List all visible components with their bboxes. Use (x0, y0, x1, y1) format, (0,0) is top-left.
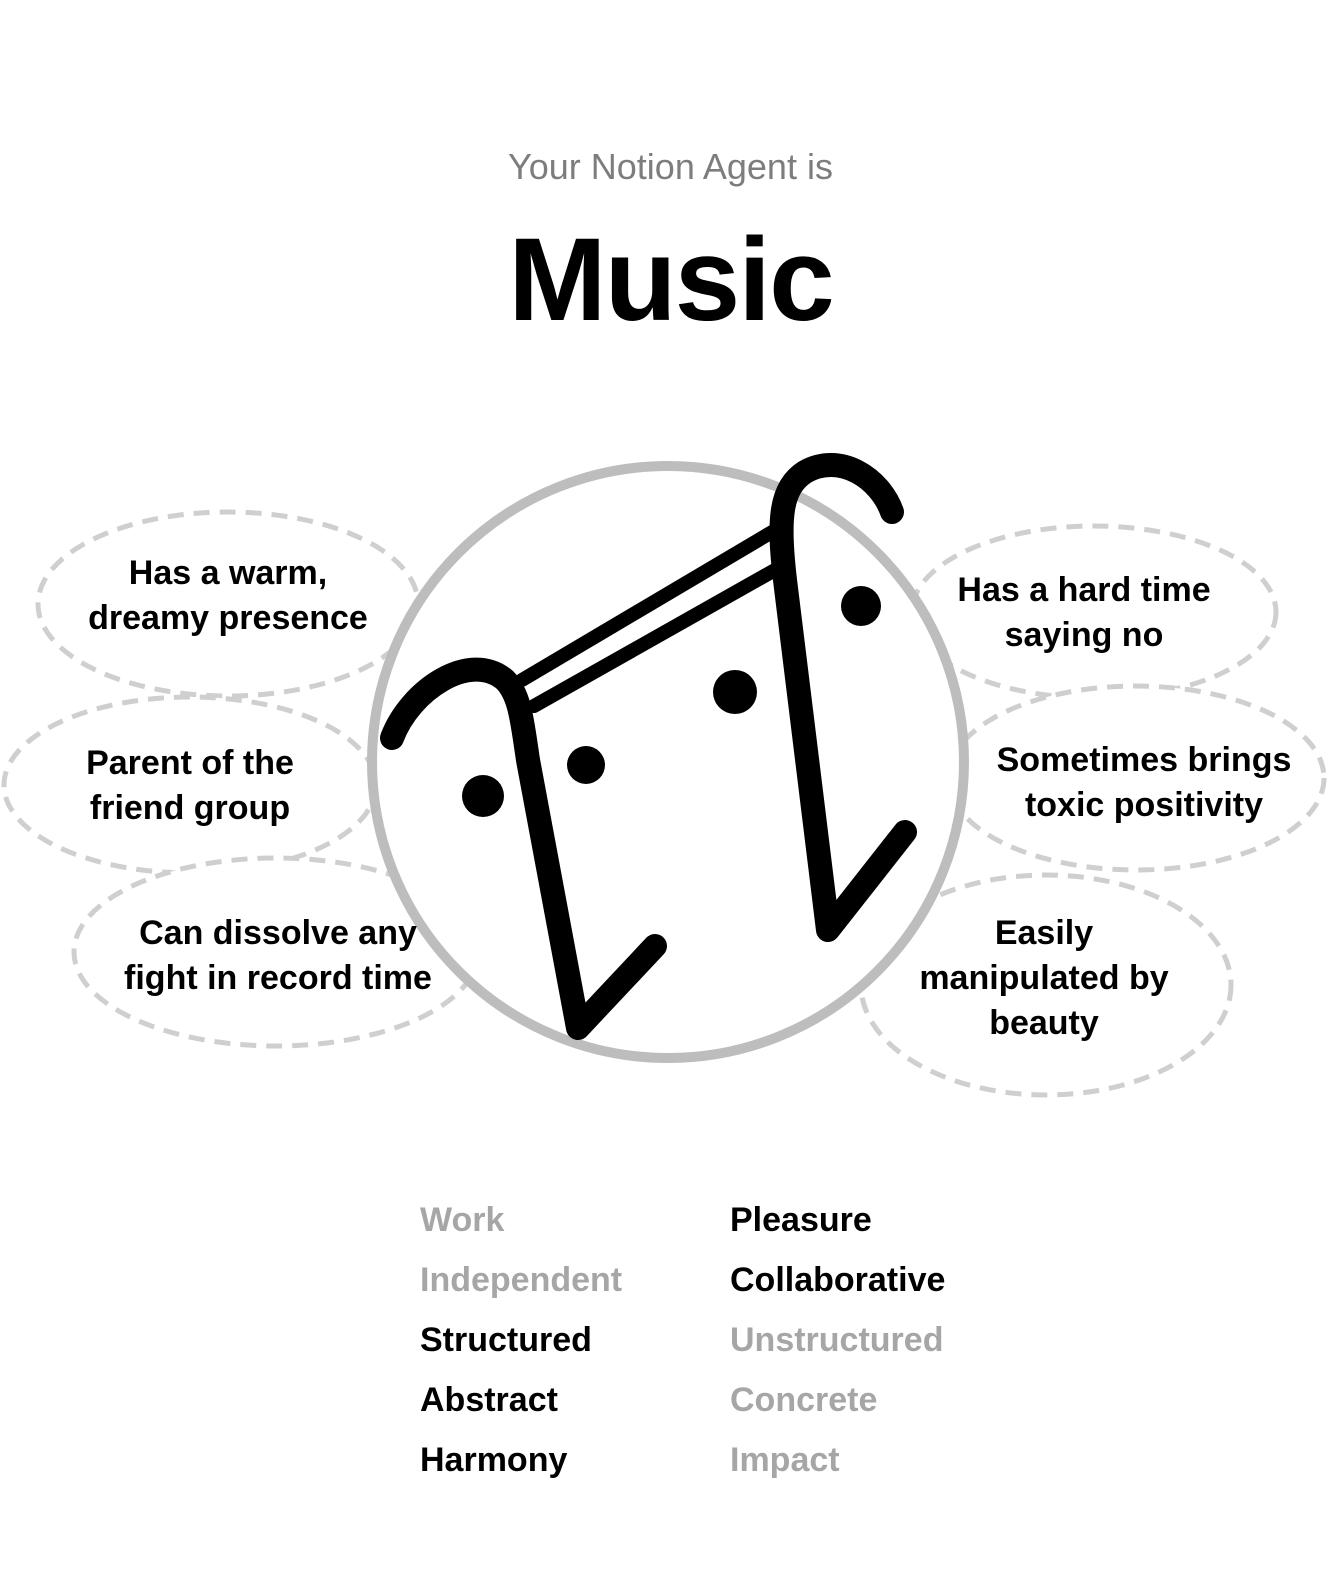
spectrum-right: Pleasure (730, 1200, 872, 1239)
trait-right-2: Sometimes brings toxic positivity (964, 738, 1324, 828)
music-note-face-icon (380, 453, 917, 1040)
spectrum-left: Harmony (420, 1440, 568, 1479)
spectrum-list: Work Pleasure Independent Collaborative … (420, 1190, 1040, 1490)
spectrum-row: Harmony Impact (420, 1430, 1040, 1490)
trait-left-1-label: Has a warm, dreamy presence (88, 554, 368, 637)
eye-1 (462, 775, 504, 817)
spectrum-right: Collaborative (730, 1260, 946, 1299)
trait-left-2: Parent of the friend group (20, 741, 360, 831)
spectrum-row: Structured Unstructured (420, 1310, 1040, 1370)
eye-4 (841, 586, 881, 626)
trait-right-3: Easily manipulated by beauty (894, 911, 1194, 1046)
page-title: Music (508, 214, 834, 346)
spectrum-left: Abstract (420, 1380, 558, 1419)
spectrum-right: Impact (730, 1440, 840, 1479)
spectrum-left: Work (420, 1200, 505, 1239)
eye-3 (713, 670, 757, 714)
trait-right-3-label: Easily manipulated by beauty (919, 914, 1169, 1042)
trait-left-3-label: Can dissolve any fight in record time (124, 914, 432, 997)
spectrum-right: Concrete (730, 1380, 878, 1419)
page-subtitle: Your Notion Agent is (508, 146, 833, 187)
trait-left-2-label: Parent of the friend group (86, 744, 294, 827)
trait-right-1-label: Has a hard time saying no (957, 571, 1211, 654)
spectrum-right: Unstructured (730, 1320, 944, 1359)
face-eyes (462, 586, 881, 817)
trait-right-2-label: Sometimes brings toxic positivity (996, 741, 1292, 824)
spectrum-row: Work Pleasure (420, 1190, 1040, 1250)
spectrum-left: Independent (420, 1260, 623, 1299)
eye-2 (567, 746, 605, 784)
spectrum-row: Abstract Concrete (420, 1370, 1040, 1430)
trait-left-3: Can dissolve any fight in record time (88, 911, 468, 1001)
trait-left-1: Has a warm, dreamy presence (58, 551, 398, 641)
trait-right-1: Has a hard time saying no (924, 568, 1244, 658)
spectrum-left: Structured (420, 1320, 592, 1359)
spectrum-row: Independent Collaborative (420, 1250, 1040, 1310)
